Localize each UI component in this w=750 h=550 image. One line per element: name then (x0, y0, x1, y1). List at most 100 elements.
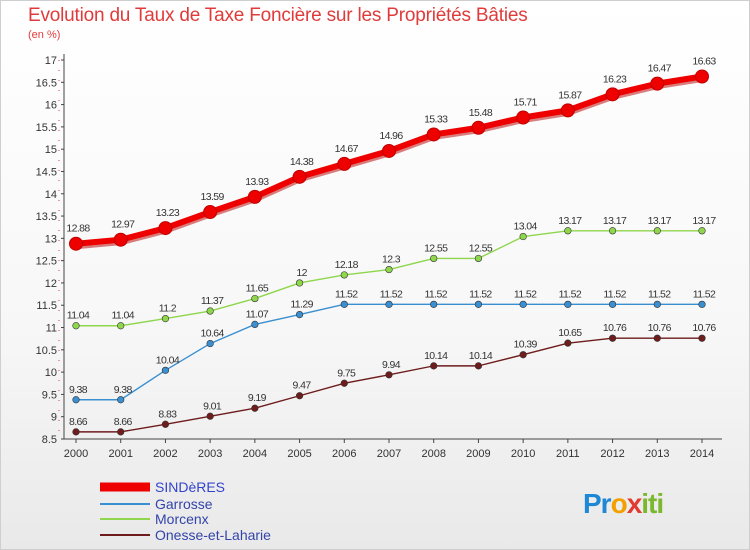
data-point (385, 265, 393, 274)
data-label: 10.65 (558, 327, 582, 339)
data-label: 8.66 (114, 416, 133, 428)
x-tick-label: 2010 (511, 448, 535, 460)
x-tick-label: 2006 (332, 448, 356, 460)
data-point (698, 227, 706, 235)
data-point (117, 428, 125, 436)
data-point (564, 227, 572, 235)
data-label: 9.38 (69, 384, 88, 396)
data-label: 13.59 (201, 191, 225, 203)
x-tick-label: 2007 (377, 448, 401, 460)
data-point (251, 294, 259, 303)
x-tick-label: 2013 (645, 448, 669, 460)
data-label: 11.2 (159, 303, 177, 315)
data-label: 10.76 (603, 322, 627, 334)
legend-label-0: SINDèRES (155, 479, 225, 495)
data-point (72, 322, 80, 330)
data-point (295, 392, 304, 400)
data-point (161, 420, 170, 428)
data-point (295, 279, 304, 287)
data-point (292, 169, 307, 184)
data-label: 14.38 (290, 156, 314, 168)
data-label: 14.96 (379, 130, 403, 142)
data-label: 9.19 (248, 392, 267, 404)
x-tick-label: 2005 (287, 448, 311, 460)
data-label: 9.75 (337, 367, 356, 379)
data-point (385, 300, 393, 308)
data-label: 15.71 (514, 97, 538, 109)
x-tick-label: 2008 (421, 448, 445, 460)
y-tick-label: 14.5 (36, 166, 57, 178)
data-label: 8.83 (158, 408, 177, 420)
data-label: 11.04 (111, 310, 134, 322)
x-tick-label: 2012 (600, 448, 624, 460)
data-point (608, 334, 617, 342)
data-label: 11.52 (693, 288, 716, 300)
data-label: 13.04 (514, 221, 538, 233)
data-point (653, 227, 661, 235)
y-tick-label: 17 (45, 55, 57, 67)
data-point (564, 300, 572, 308)
data-point (430, 362, 438, 370)
x-tick-label: 2003 (198, 448, 222, 460)
x-tick-label: 2000 (64, 448, 88, 460)
data-point (426, 127, 441, 142)
data-point (474, 254, 483, 263)
x-tick-label: 2002 (153, 448, 177, 460)
data-label: 11.52 (424, 288, 447, 300)
legend-label-3: Onesse-et-Laharie (155, 527, 271, 543)
data-label: 12.18 (335, 259, 359, 271)
data-label: 9.38 (114, 384, 133, 396)
data-point (206, 339, 214, 348)
data-label: 12.88 (66, 223, 90, 235)
data-label: 12.55 (424, 242, 448, 254)
proxiti-logo: Proxiti (583, 488, 664, 519)
data-label: 13.17 (692, 215, 716, 227)
y-tick-label: 12 (45, 278, 57, 290)
data-point (340, 300, 348, 308)
data-point (206, 412, 214, 420)
data-label: 8.66 (69, 416, 88, 428)
data-point (653, 300, 661, 308)
data-point (474, 362, 483, 370)
data-point (430, 300, 438, 308)
data-label: 11.04 (67, 310, 90, 322)
data-label: 15.48 (469, 107, 493, 119)
y-tick-label: 13.5 (36, 211, 57, 223)
data-point (117, 396, 125, 404)
y-tick-label: 15 (45, 144, 57, 156)
data-point (698, 300, 706, 308)
data-label: 13.17 (558, 215, 582, 227)
data-point (560, 103, 575, 118)
data-label: 11.52 (603, 288, 626, 300)
data-label: 12 (296, 267, 307, 279)
data-label: 12.3 (382, 254, 401, 266)
data-point (608, 227, 617, 235)
data-point (474, 300, 483, 308)
x-tick-label: 2009 (466, 448, 490, 460)
x-tick-label: 2001 (108, 448, 132, 460)
x-tick-label: 2011 (556, 448, 580, 460)
data-label: 11.65 (246, 283, 269, 295)
data-label: 11.37 (201, 295, 224, 307)
data-point (519, 300, 527, 308)
data-label: 9.94 (382, 359, 401, 371)
data-point (247, 189, 262, 204)
data-label: 10.64 (201, 328, 225, 340)
data-point (161, 315, 170, 323)
data-label: 11.52 (514, 288, 537, 300)
data-label: 11.52 (469, 288, 492, 300)
data-point (340, 271, 348, 279)
x-tick-label: 2014 (690, 448, 714, 460)
data-point (158, 221, 173, 236)
y-tick-label: 10.5 (36, 345, 57, 357)
data-point (295, 310, 304, 319)
data-point (605, 87, 620, 102)
data-label: 10.76 (692, 322, 716, 334)
data-label: 12.55 (469, 242, 493, 254)
data-point (519, 351, 527, 359)
data-label: 10.14 (469, 350, 493, 362)
data-label: 16.63 (692, 55, 716, 67)
data-point (69, 236, 83, 251)
y-tick-label: 10 (45, 367, 57, 379)
